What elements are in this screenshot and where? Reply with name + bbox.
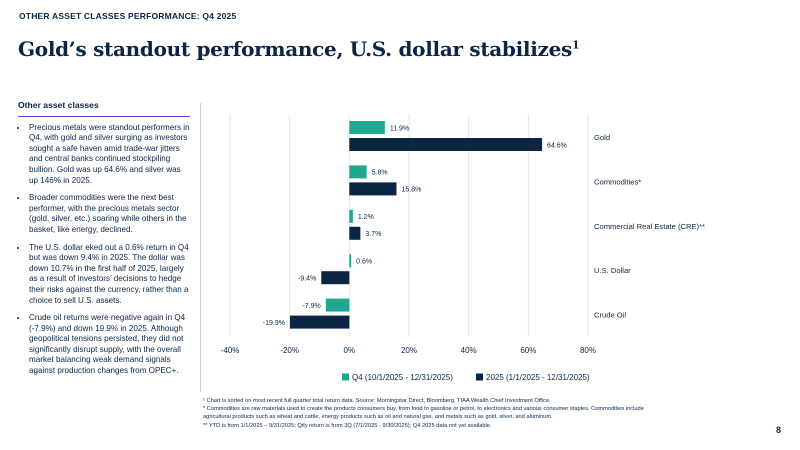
category-label: Commercial Real Estate (CRE)** xyxy=(594,222,705,231)
footnote-line: * Commodities are raw materials used to … xyxy=(203,406,644,413)
title-footnote-marker: 1 xyxy=(571,38,580,52)
legend-swatch xyxy=(476,373,483,381)
bar-q4 xyxy=(325,298,350,312)
x-tick-label: 80% xyxy=(580,346,596,355)
data-label: 11.9% xyxy=(390,125,409,132)
bar-2025 xyxy=(349,182,397,196)
bar-2025 xyxy=(349,138,543,151)
sidebar-bullet-list: Precious metals were standout performers… xyxy=(18,123,190,377)
category-label: U.S. Dollar xyxy=(594,266,631,275)
footnote-line: ¹ Chart is sorted on most recent full qu… xyxy=(203,398,551,404)
x-tick-label: 20% xyxy=(401,346,417,355)
sidebar-heading: Other asset classes xyxy=(18,100,190,117)
data-label: -9.4% xyxy=(298,276,316,283)
data-label: 15.8% xyxy=(401,187,421,194)
data-label: -7.9% xyxy=(302,303,320,310)
data-label: 3.7% xyxy=(365,231,381,238)
sidebar-bullet: Precious metals were standout performers… xyxy=(28,123,190,187)
x-tick-label: 60% xyxy=(520,346,536,355)
x-tick-label: -40% xyxy=(221,346,240,355)
bar-2025 xyxy=(349,226,361,240)
page-title-text: Gold’s standout performance, U.S. dollar… xyxy=(18,37,572,61)
data-label: 64.6% xyxy=(547,142,567,149)
data-label: 5.8% xyxy=(372,170,388,177)
category-label: Gold xyxy=(594,133,610,142)
sidebar-panel: Other asset classes Precious metals were… xyxy=(18,100,190,384)
category-label: Crude Oil xyxy=(594,311,626,320)
sidebar-bullet: The U.S. dollar eked out a 0.6% return i… xyxy=(28,243,190,307)
sidebar-bullet: Broader commodities were the next best p… xyxy=(28,193,190,235)
bar-q4 xyxy=(349,165,367,179)
data-label: -19.9% xyxy=(263,320,285,327)
bar-q4 xyxy=(349,121,385,134)
x-tick-label: -20% xyxy=(280,346,299,355)
section-kicker: OTHER ASSET CLASSES PERFORMANCE: Q4 2025 xyxy=(19,11,237,21)
footnote-line: agricultural products such as wheat and … xyxy=(203,414,553,421)
x-tick-label: 0% xyxy=(344,346,356,355)
page-number: 8 xyxy=(776,425,782,435)
x-tick-label: 40% xyxy=(461,346,477,355)
footnotes: ¹ Chart is sorted on most recent full qu… xyxy=(203,397,763,430)
bar-q4 xyxy=(349,209,353,223)
legend-swatch xyxy=(342,373,349,381)
panel-divider xyxy=(200,103,201,392)
bar-2025 xyxy=(289,315,350,329)
legend-label: Q4 (10/1/2025 - 12/31/2025) xyxy=(352,373,453,382)
sidebar-bullet: Crude oil returns were negative again in… xyxy=(28,313,190,377)
bar-q4 xyxy=(349,254,352,268)
data-label: 0.6% xyxy=(356,259,372,266)
bar-2025 xyxy=(321,271,350,285)
page-title: Gold’s standout performance, U.S. dollar… xyxy=(18,37,580,61)
category-label: Commodities* xyxy=(594,177,641,186)
legend-label: 2025 (1/1/2025 - 12/31/2025) xyxy=(486,373,590,382)
data-label: 1.2% xyxy=(358,214,374,221)
bar-chart: -40% -20% 0% 20% 40% 60% 80% 11.9% 64.6% Gold 5.8%… xyxy=(221,114,705,382)
footnote-line: ** YTD is from 1/1/2025 – 9/31/2025; Qtl… xyxy=(203,422,492,429)
